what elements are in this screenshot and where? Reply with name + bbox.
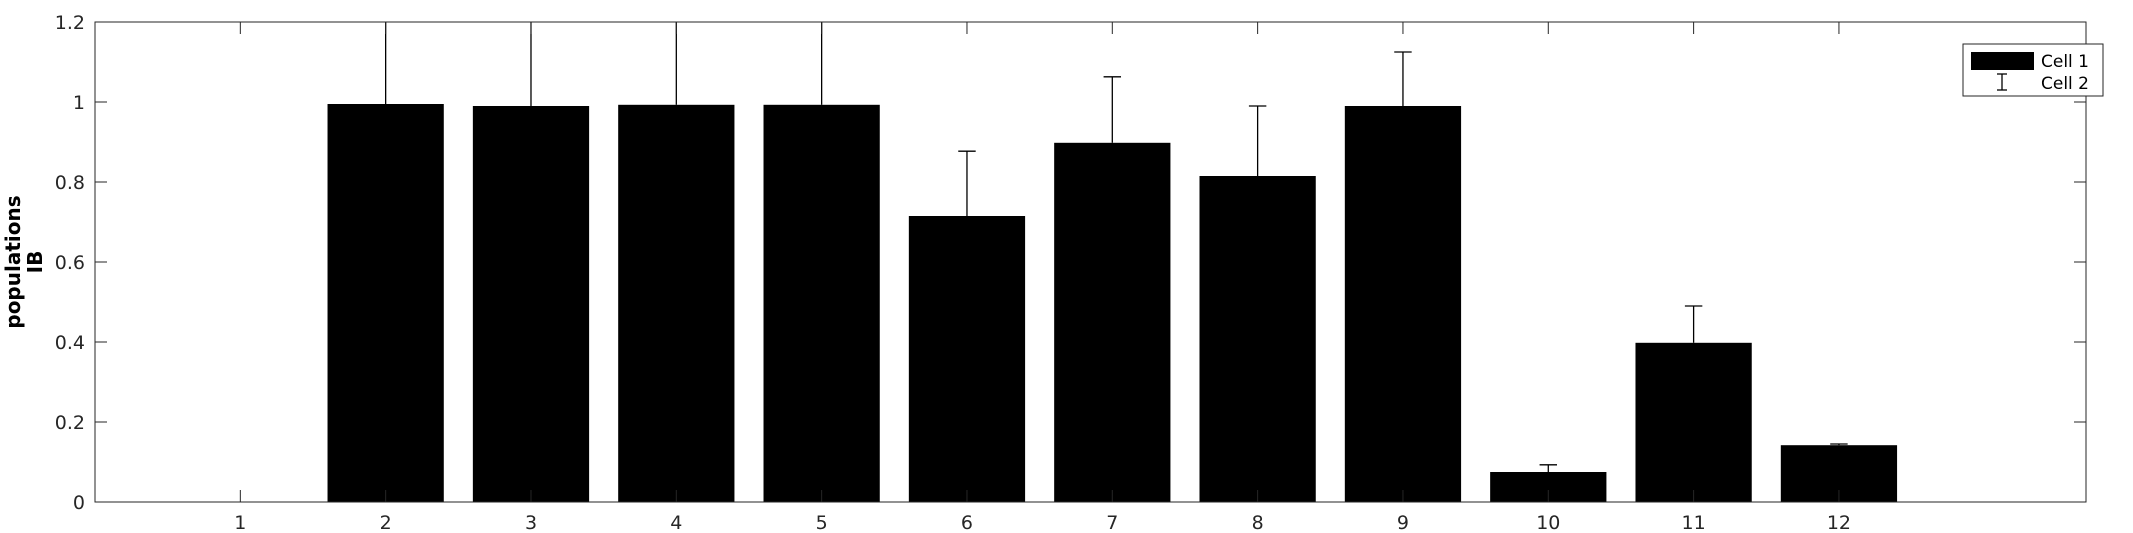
y-label-line-1: populations (1, 195, 25, 328)
bar-7 (1054, 142, 1171, 503)
x-tick-label-5: 5 (816, 512, 828, 533)
y-tick-label-1: 0.2 (55, 412, 85, 434)
x-tick-label-4: 4 (670, 512, 682, 533)
x-tick-label-7: 7 (1106, 512, 1118, 533)
y-tick-label-3: 0.6 (55, 252, 85, 274)
y-label-line-2: IB (23, 251, 47, 274)
x-tick-label-2: 2 (380, 512, 392, 533)
x-tick-label-10: 10 (1536, 512, 1560, 533)
legend-swatch-cell-1 (1971, 52, 2034, 70)
bar-2 (327, 104, 444, 502)
x-tick-label-8: 8 (1252, 512, 1264, 533)
x-tick-label-9: 9 (1397, 512, 1409, 533)
y-tick-label-6: 1.2 (55, 12, 85, 34)
bar-9 (1344, 106, 1462, 502)
bars-group (327, 104, 1898, 503)
legend-label-cell-1: Cell 1 (2041, 52, 2089, 72)
x-tick-label-1: 1 (234, 512, 246, 533)
error-bars-group (385, 22, 1848, 472)
x-tick-label-6: 6 (961, 512, 973, 533)
bar-3 (472, 106, 590, 502)
y-tick-label-4: 0.8 (55, 172, 85, 194)
x-tick-label-11: 11 (1682, 512, 1706, 533)
bar-5 (763, 104, 880, 503)
bar-6 (908, 216, 1026, 502)
y-tick-label-2: 0.4 (55, 332, 85, 354)
x-tick-label-3: 3 (525, 512, 537, 533)
x-tick-label-12: 12 (1827, 512, 1851, 533)
bar-8 (1199, 176, 1316, 502)
legend-label-cell-2: Cell 2 (2041, 74, 2089, 94)
bar-4 (618, 104, 735, 503)
y-tick-label-5: 1 (73, 92, 85, 114)
bar-11 (1635, 342, 1752, 502)
y-tick-label-0: 0 (73, 492, 85, 514)
